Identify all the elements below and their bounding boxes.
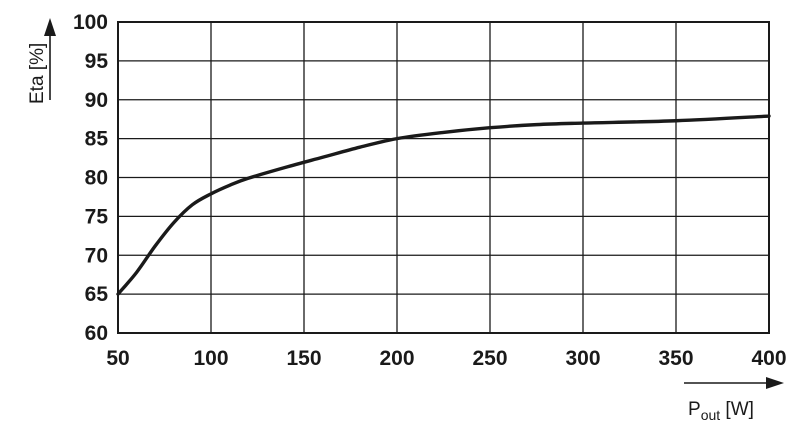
y-tick-label: 100 <box>73 11 108 34</box>
y-axis-arrow-head <box>44 18 56 36</box>
y-tick-labels: 60 65 70 75 80 85 90 95 100 <box>73 11 108 345</box>
y-tick-label: 75 <box>85 205 109 228</box>
x-tick-labels: 50 100 150 200 250 300 350 400 <box>106 347 786 370</box>
x-axis-label: Pout [W] <box>688 399 754 423</box>
x-tick-label: 50 <box>106 347 129 370</box>
x-tick-label: 350 <box>658 347 693 370</box>
x-tick-label: 100 <box>193 347 228 370</box>
x-axis-label-unit: [W] <box>720 399 754 420</box>
efficiency-curve <box>116 114 771 296</box>
x-tick-label: 250 <box>472 347 507 370</box>
y-axis-label: Eta [%] <box>27 43 48 104</box>
grid <box>117 21 770 334</box>
y-tick-label: 90 <box>85 89 108 112</box>
x-tick-label: 150 <box>286 347 321 370</box>
x-tick-label: 200 <box>379 347 414 370</box>
y-tick-label: 65 <box>85 283 109 306</box>
x-axis-label-sub: out <box>701 407 721 423</box>
y-tick-label: 95 <box>85 50 109 73</box>
x-tick-label: 400 <box>751 347 786 370</box>
x-axis-arrow-head <box>766 377 784 389</box>
x-axis-label-main: P <box>688 399 701 420</box>
x-tick-label: 300 <box>565 347 600 370</box>
y-tick-label: 70 <box>85 244 108 267</box>
y-tick-label: 85 <box>85 128 109 151</box>
plot-frame <box>117 21 770 334</box>
y-tick-label: 80 <box>85 167 108 190</box>
y-tick-label: 60 <box>85 322 108 345</box>
